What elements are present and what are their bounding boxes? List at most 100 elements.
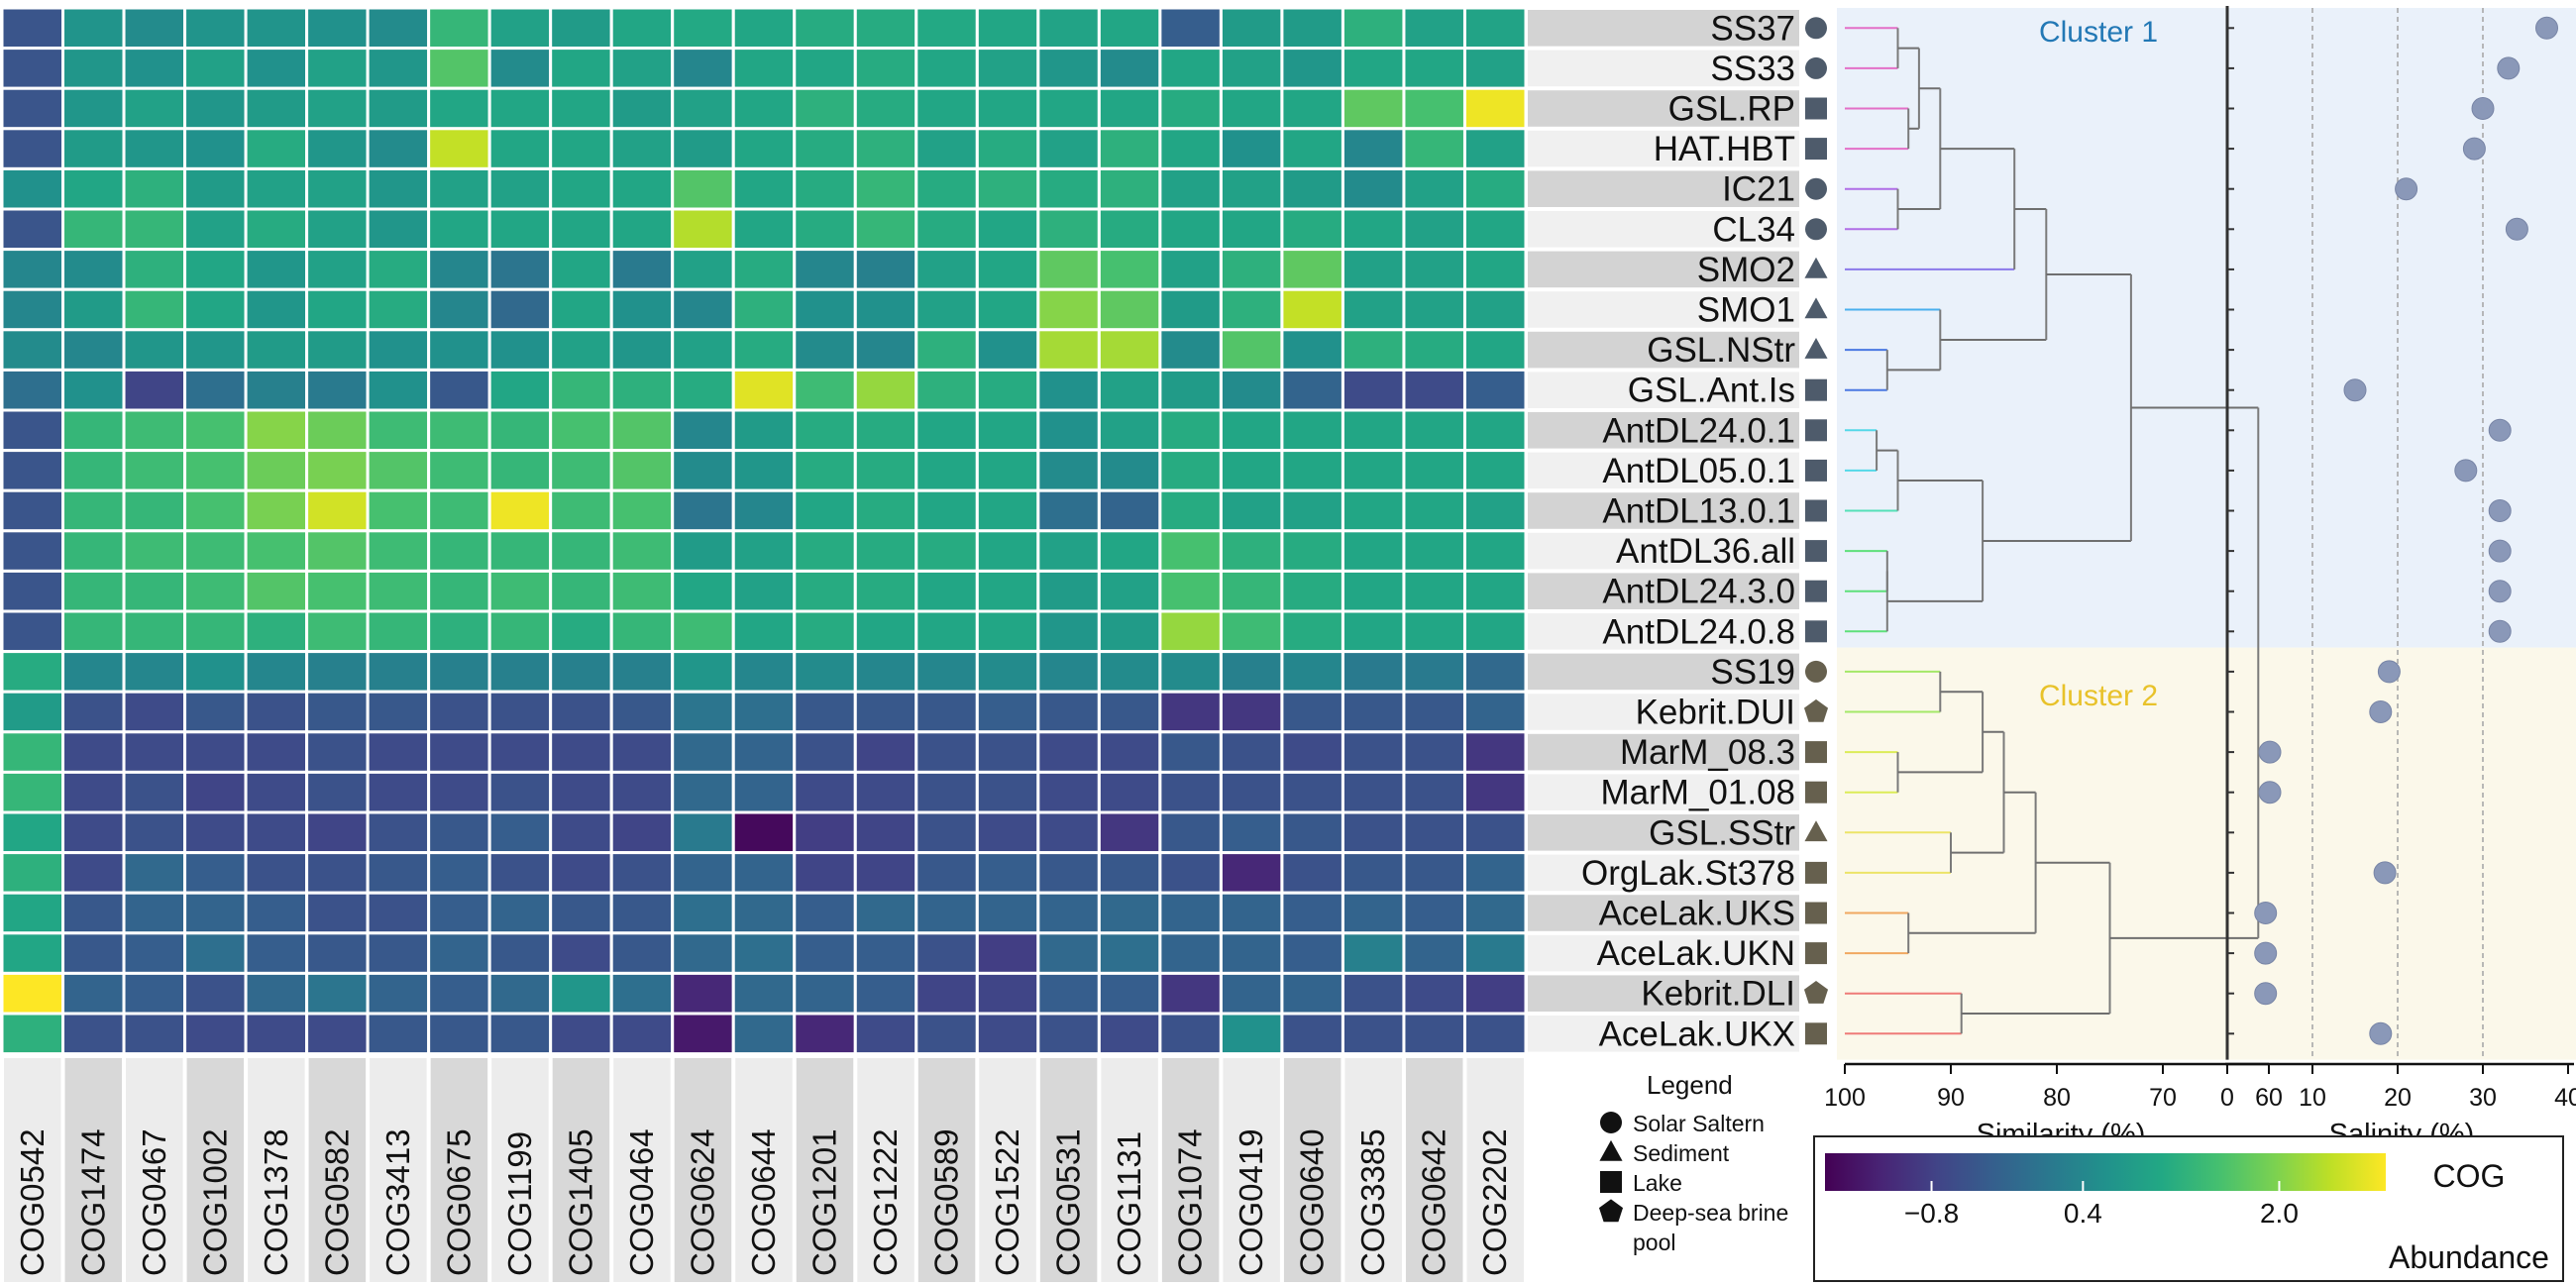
- column-label: COG1474: [74, 1128, 111, 1276]
- heatmap-cell: [1341, 851, 1406, 895]
- heatmap-cell: [609, 86, 675, 131]
- heatmap-cell: [609, 529, 675, 573]
- heatmap-cell: [853, 931, 918, 975]
- heatmap-cell: [975, 851, 1040, 895]
- heatmap-cell: [853, 609, 918, 654]
- heatmap-cell: [549, 127, 613, 170]
- heatmap-cell: [427, 690, 491, 734]
- heatmap-cell: [793, 6, 857, 51]
- heatmap-cell: [975, 650, 1040, 694]
- heatmap-cell: [1158, 328, 1223, 372]
- row-label-background: [1528, 372, 1799, 408]
- heatmap-cell: [244, 127, 309, 170]
- heatmap-cell: [1036, 248, 1101, 291]
- heatmap-cell: [975, 971, 1040, 1016]
- heatmap-cell: [1462, 127, 1528, 170]
- heatmap-cell: [1219, 6, 1284, 51]
- column-label-background: [370, 1058, 427, 1282]
- row-label-background: [1528, 653, 1799, 691]
- heatmap-cell: [1158, 1012, 1223, 1056]
- heatmap-cell: [487, 127, 553, 170]
- row-label: AntDL05.0.1: [1602, 452, 1795, 490]
- heatmap-cell: [305, 328, 370, 372]
- heatmap-cell: [549, 730, 613, 774]
- heatmap-cell: [914, 569, 979, 613]
- heatmap-cell: [122, 287, 187, 332]
- heatmap-cell: [122, 569, 187, 613]
- heatmap-cell: [609, 650, 675, 694]
- salinity-point: [2488, 499, 2512, 522]
- heatmap-cell: [183, 328, 248, 372]
- heatmap-cell: [366, 207, 431, 252]
- heatmap-cell: [1158, 127, 1223, 170]
- heatmap-cell: [366, 6, 431, 51]
- square-marker: [1805, 781, 1827, 804]
- similarity-tick-label: 70: [2149, 1084, 2177, 1112]
- heatmap-cell: [549, 650, 613, 694]
- heatmap-cell: [975, 248, 1040, 291]
- heatmap-cell: [1036, 207, 1101, 252]
- heatmap-cell: [366, 166, 431, 211]
- heatmap-cell: [0, 408, 65, 453]
- colorbar-title: Abundance: [2389, 1239, 2549, 1275]
- heatmap-cell: [853, 248, 918, 291]
- heatmap-cell: [305, 810, 370, 855]
- heatmap-cell: [0, 6, 65, 51]
- heatmap-cell: [793, 609, 857, 654]
- heatmap-cell: [609, 6, 675, 51]
- heatmap-cell: [793, 287, 857, 332]
- heatmap-cell: [0, 609, 65, 654]
- heatmap-cell: [1097, 127, 1162, 170]
- sample-row-labels: SS37SS33GSL.RPHAT.HBTIC21CL34SMO2SMO1GSL…: [1528, 9, 1799, 1053]
- heatmap-cell: [1462, 851, 1528, 895]
- heatmap-cell: [1341, 971, 1406, 1016]
- heatmap-cell: [1158, 971, 1223, 1016]
- heatmap-cell: [427, 127, 491, 170]
- heatmap-cell: [244, 488, 309, 533]
- column-label-background: [1101, 1058, 1158, 1282]
- heatmap-cell: [0, 971, 65, 1016]
- heatmap-cell: [1462, 931, 1528, 975]
- heatmap-cell: [1219, 770, 1284, 814]
- column-label-background: [552, 1058, 610, 1282]
- heatmap-cell: [793, 770, 857, 814]
- heatmap-cell: [1158, 449, 1223, 492]
- heatmap-cell: [305, 770, 370, 814]
- heatmap-cell: [0, 248, 65, 291]
- heatmap-cell: [183, 851, 248, 895]
- heatmap-cell: [1402, 650, 1466, 694]
- heatmap: [0, 6, 1528, 1056]
- heatmap-cell: [914, 770, 979, 814]
- heatmap-cell: [671, 408, 735, 453]
- heatmap-cell: [1462, 690, 1528, 734]
- heatmap-cell: [61, 47, 126, 90]
- heatmap-cell: [487, 488, 553, 533]
- heatmap-cell: [487, 287, 553, 332]
- row-label-background: [1528, 412, 1799, 449]
- heatmap-cell: [1280, 770, 1344, 814]
- heatmap-cell: [366, 529, 431, 573]
- heatmap-cell: [183, 609, 248, 654]
- row-label-background: [1528, 211, 1799, 248]
- heatmap-cell: [0, 770, 65, 814]
- heatmap-cell: [427, 207, 491, 252]
- legend-label: Lake: [1633, 1170, 1682, 1196]
- column-label: COG1405: [562, 1128, 598, 1276]
- legend-label: Sediment: [1633, 1140, 1730, 1166]
- heatmap-cell: [427, 6, 491, 51]
- column-label: COG1074: [1172, 1128, 1209, 1276]
- heatmap-cell: [731, 449, 797, 492]
- salinity-point: [2488, 539, 2512, 563]
- heatmap-cell: [1280, 690, 1344, 734]
- heatmap-cell: [122, 609, 187, 654]
- heatmap-cell: [1402, 86, 1466, 131]
- salinity-point: [2488, 619, 2512, 643]
- heatmap-cell: [609, 971, 675, 1016]
- heatmap-cell: [0, 207, 65, 252]
- column-label: COG0644: [745, 1128, 782, 1276]
- heatmap-cell: [1402, 449, 1466, 492]
- pentagon-marker: [1598, 1199, 1624, 1223]
- heatmap-cell: [122, 368, 187, 412]
- heatmap-cell: [914, 287, 979, 332]
- heatmap-cell: [61, 891, 126, 935]
